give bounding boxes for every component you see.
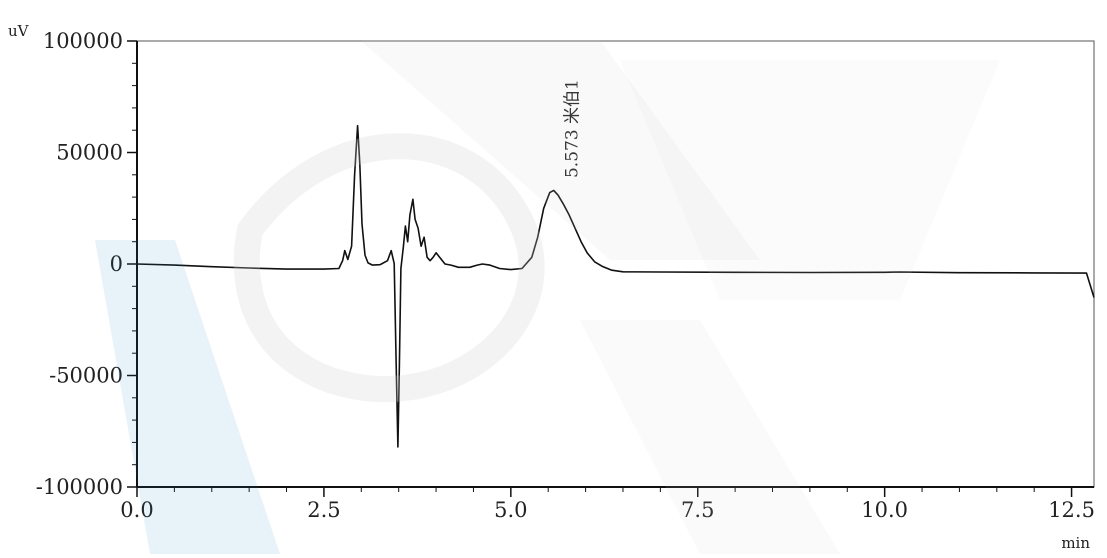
y-tick-label: 50000 <box>56 141 123 165</box>
x-tick-label: 12.5 <box>1048 498 1095 522</box>
x-tick-label: 7.5 <box>681 498 714 522</box>
y-tick-label: -100000 <box>36 475 123 499</box>
x-tick-label: 2.5 <box>307 498 340 522</box>
chromatogram-trace <box>136 124 1095 448</box>
peak-label: 5.573 米伯1 <box>563 79 583 178</box>
x-tick-label: 5.0 <box>494 498 527 522</box>
plot-border <box>136 40 1095 488</box>
y-tick-label: 0 <box>110 252 123 276</box>
x-tick-label: 10.0 <box>861 498 908 522</box>
y-tick-label: 100000 <box>43 29 123 53</box>
x-tick-label: 0.0 <box>120 498 153 522</box>
peak-annotations: 5.573 米伯1 <box>563 79 583 178</box>
trace-layer <box>136 124 1095 448</box>
y-tick-label: -50000 <box>49 364 123 388</box>
y-axis-unit-label: uV <box>8 22 30 40</box>
plot-frame <box>136 40 1095 488</box>
axis-ticks <box>127 40 1073 497</box>
x-axis-unit-label: min <box>1061 534 1090 552</box>
